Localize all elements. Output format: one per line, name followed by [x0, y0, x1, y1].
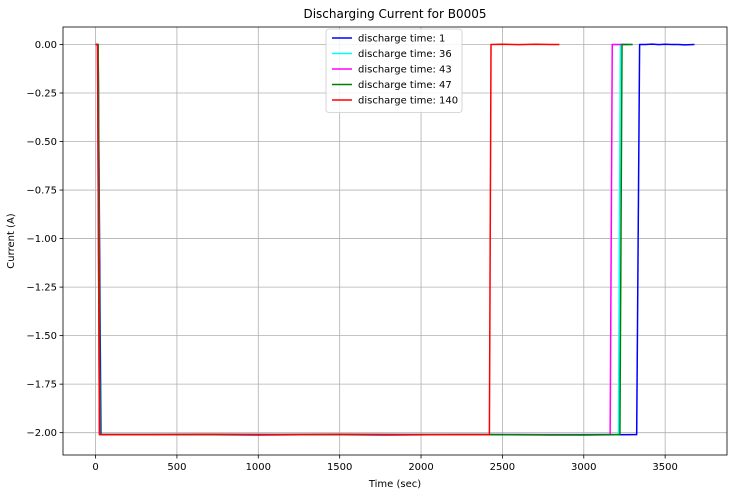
x-tick-label: 2000 — [408, 462, 433, 473]
y-axis-label: Current (A) — [6, 213, 17, 268]
y-tick-label: −1.25 — [26, 283, 57, 294]
y-tick-label: −1.75 — [26, 380, 57, 391]
legend-entry: discharge time: 43 — [358, 65, 452, 76]
x-tick-label: 500 — [167, 462, 186, 473]
series-line — [95, 43, 560, 436]
x-tick-label: 2500 — [490, 462, 515, 473]
axis-ticks: 0 500 1000 1500 2000 2500 3000 3500 0.00 −0.25 −0.… — [26, 40, 678, 473]
legend-entry: discharge time: 36 — [358, 49, 452, 60]
plot-frame — [62, 26, 728, 456]
y-tick-label: 0.00 — [35, 40, 57, 51]
y-tick-label: −0.50 — [26, 137, 57, 148]
y-tick-label: −1.50 — [26, 331, 57, 342]
x-tick-label: 1500 — [327, 462, 352, 473]
x-tick-label: 0 — [92, 462, 98, 473]
chart-title: Discharging Current for B0005 — [303, 7, 486, 21]
x-axis-label: Time (sec) — [368, 479, 421, 490]
y-tick-label: −2.00 — [26, 428, 57, 439]
y-tick-label: −0.25 — [26, 88, 57, 99]
legend-entry: discharge time: 47 — [358, 80, 452, 91]
legend-entry: discharge time: 140 — [358, 96, 458, 107]
x-tick-label: 1000 — [246, 462, 271, 473]
legend: discharge time: 1 discharge time: 36 disch… — [325, 28, 463, 113]
y-tick-label: −0.75 — [26, 186, 57, 197]
x-tick-label: 3500 — [652, 462, 677, 473]
y-tick-label: −1.00 — [26, 234, 57, 245]
legend-entry: discharge time: 1 — [358, 34, 445, 45]
series-layer — [95, 43, 695, 436]
legend-box — [325, 28, 463, 113]
x-tick-label: 3000 — [571, 462, 596, 473]
